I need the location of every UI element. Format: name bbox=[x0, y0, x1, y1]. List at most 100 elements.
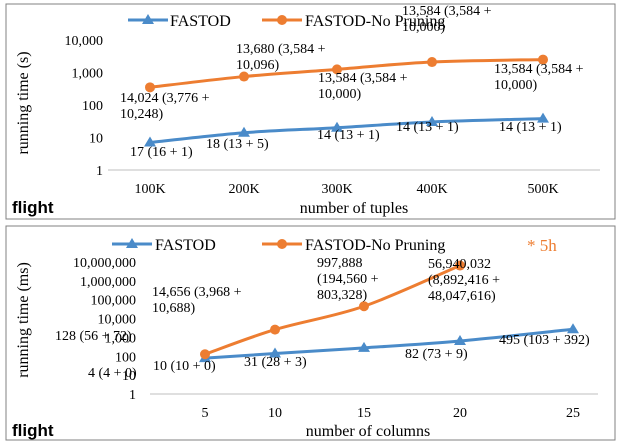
x-axis-label: number of columns bbox=[306, 423, 430, 440]
no-pruning-data-label: 14,656 (3,968 + bbox=[152, 285, 242, 300]
chart-frame bbox=[5, 3, 616, 220]
fastod-data-label: 14 (13 + 1) bbox=[396, 120, 459, 135]
fastod-data-label: 14 (13 + 1) bbox=[499, 120, 562, 135]
no-pruning-point bbox=[455, 260, 465, 271]
y-tick-label: 10 bbox=[89, 132, 103, 147]
x-tick-label: 5 bbox=[202, 406, 209, 421]
x-tick-label: 25 bbox=[566, 406, 580, 421]
y-tick-label: 1 bbox=[96, 164, 103, 179]
y-tick-label: 1,000,000 bbox=[80, 275, 136, 290]
no-pruning-point bbox=[239, 71, 249, 82]
legend-no-pruning-marker bbox=[277, 15, 287, 25]
no-pruning-data-label: 48,047,616) bbox=[428, 289, 496, 304]
no-pruning-data-label: 10,248) bbox=[120, 107, 164, 122]
chart-tuples: FASTOD FASTOD-No Pruning 10,0001,0001001… bbox=[5, 3, 616, 220]
x-tick-labels: 100K 200K 300K 400K 500K bbox=[134, 182, 558, 197]
no-pruning-data-label: 13,584 (3,584 + bbox=[318, 71, 408, 86]
fastod-point bbox=[454, 334, 466, 345]
x-tick-label: 500K bbox=[527, 182, 558, 197]
x-tick-label: 200K bbox=[228, 182, 259, 197]
no-pruning-data-label: 10,000) bbox=[494, 78, 538, 93]
y-tick-label: 1,000 bbox=[72, 67, 104, 82]
fastod-point bbox=[426, 115, 438, 126]
fastod-data-label: 82 (73 + 9) bbox=[405, 347, 468, 362]
no-pruning-data-label: 13,584 (3,584 + bbox=[494, 62, 584, 77]
x-tick-label: 15 bbox=[357, 406, 371, 421]
fastod-point bbox=[537, 112, 549, 123]
legend-no-pruning-marker bbox=[277, 239, 287, 249]
fastod-data-label: 495 (103 + 392) bbox=[499, 333, 590, 348]
no-pruning-point bbox=[427, 57, 437, 68]
fastod-data-label: 4 (4 + 0) bbox=[88, 366, 137, 381]
series-lines bbox=[199, 260, 579, 363]
fastod-point bbox=[144, 136, 156, 147]
fastod-data-label: 10 (10 + 0) bbox=[153, 359, 216, 374]
fastod-data-label: 31 (28 + 3) bbox=[244, 355, 307, 370]
legend-fastod-label: FASTOD bbox=[155, 237, 216, 254]
no-pruning-point bbox=[332, 64, 342, 75]
timeout-note: * 5h bbox=[527, 236, 557, 255]
no-pruning-data-label: 803,328) bbox=[317, 288, 368, 303]
data-labels: 4 (4 + 0) 10 (10 + 0) 31 (28 + 3) 82 (73 + … bbox=[55, 256, 590, 381]
y-tick-label: 10,000 bbox=[65, 34, 104, 49]
no-pruning-data-label: 128 (56 + 72) bbox=[55, 329, 132, 344]
no-pruning-data-label: (194,560 + bbox=[317, 272, 379, 287]
fastod-data-label: 18 (13 + 5) bbox=[206, 137, 269, 152]
no-pruning-data-label: 14,024 (3,776 + bbox=[120, 91, 210, 106]
no-pruning-point bbox=[200, 349, 210, 360]
y-axis-label: running time (ms) bbox=[15, 262, 32, 378]
fastod-point bbox=[358, 341, 370, 352]
legend-fastod-marker bbox=[126, 238, 138, 248]
legend-no-pruning-label: FASTOD-No Pruning bbox=[305, 237, 445, 254]
x-tick-label: 100K bbox=[134, 182, 165, 197]
y-tick-label: 10,000 bbox=[98, 313, 137, 328]
legend-fastod-label: FASTOD bbox=[170, 13, 231, 30]
no-pruning-data-label: 997,888 bbox=[317, 256, 363, 271]
no-pruning-data-label: 13,680 (3,584 + bbox=[236, 42, 326, 57]
no-pruning-point bbox=[270, 324, 280, 335]
y-axis-label: running time (s) bbox=[15, 51, 32, 154]
y-tick-label: 10 bbox=[122, 369, 136, 384]
x-tick-label: 300K bbox=[321, 182, 352, 197]
dataset-label: flight bbox=[12, 421, 54, 440]
no-pruning-data-label: 10,000) bbox=[318, 87, 362, 102]
x-tick-labels: 5 10 15 20 25 bbox=[202, 406, 581, 421]
fastod-point bbox=[238, 126, 250, 137]
no-pruning-point bbox=[145, 82, 155, 93]
no-pruning-data-label: (8,892,416 + bbox=[428, 273, 500, 288]
no-pruning-data-label: 10,000) bbox=[402, 20, 446, 35]
legend-fastod-marker bbox=[142, 14, 154, 24]
x-axis-label: number of tuples bbox=[300, 200, 408, 217]
dataset-label: flight bbox=[12, 198, 54, 217]
data-labels: 17 (16 + 1) 18 (13 + 5) 14 (13 + 1) 14 (13 … bbox=[120, 4, 584, 160]
y-tick-label: 100 bbox=[115, 350, 136, 365]
y-tick-label: 100 bbox=[82, 99, 103, 114]
no-pruning-data-label: 56,940,032 bbox=[428, 257, 491, 272]
no-pruning-line bbox=[204, 264, 461, 356]
fastod-point bbox=[567, 323, 579, 334]
no-pruning-data-label: 10,688) bbox=[152, 301, 196, 316]
x-tick-label: 20 bbox=[453, 406, 467, 421]
x-tick-label: 400K bbox=[416, 182, 447, 197]
y-tick-labels: 10,000,000 1,000,000 100,000 10,000 1,000 100… bbox=[73, 256, 136, 403]
no-pruning-point bbox=[538, 54, 548, 65]
series-lines bbox=[144, 54, 549, 147]
legend: FASTOD FASTOD-No Pruning bbox=[128, 13, 445, 30]
y-tick-labels: 10,000 1,000 100 10 1 bbox=[65, 34, 104, 179]
y-tick-label: 1 bbox=[129, 388, 136, 403]
legend-no-pruning-label: FASTOD-No Pruning bbox=[305, 13, 445, 30]
y-tick-label: 10,000,000 bbox=[73, 256, 136, 271]
chart-columns: FASTOD FASTOD-No Pruning * 5h 10,000,000… bbox=[5, 225, 616, 441]
no-pruning-data-label: 10,096) bbox=[236, 58, 280, 73]
fastod-point bbox=[269, 347, 281, 358]
x-tick-label: 10 bbox=[268, 406, 282, 421]
no-pruning-data-label: 13,584 (3,584 + bbox=[402, 4, 492, 19]
fastod-data-label: 17 (16 + 1) bbox=[130, 145, 193, 160]
fastod-point bbox=[331, 121, 343, 132]
y-tick-label: 100,000 bbox=[91, 294, 137, 309]
fastod-data-label: 14 (13 + 1) bbox=[317, 128, 380, 143]
legend: FASTOD FASTOD-No Pruning bbox=[112, 237, 445, 254]
no-pruning-point bbox=[359, 301, 369, 312]
chart-frame bbox=[5, 225, 616, 441]
